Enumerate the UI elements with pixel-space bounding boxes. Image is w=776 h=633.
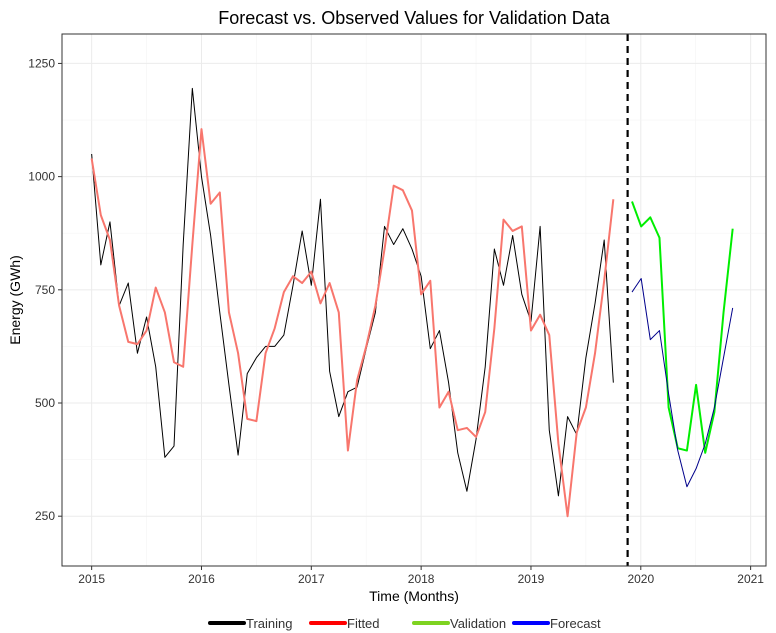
y-tick-label: 1000 (28, 170, 55, 184)
y-axis-label: Energy (GWh) (7, 255, 23, 344)
y-tick-label: 1250 (28, 56, 55, 70)
series-line-training (91, 87, 614, 497)
panel-border (61, 33, 767, 567)
grid (62, 34, 766, 566)
x-tick-label: 2015 (78, 572, 105, 586)
x-tick-label: 2017 (298, 572, 325, 586)
legend: Training Fitted Validation Forecast (208, 616, 601, 631)
series-line-fitted (90, 128, 615, 518)
legend-label-validation: Validation (450, 616, 506, 631)
series-line-validation (631, 201, 734, 454)
y-tick-label: 250 (35, 509, 55, 523)
axis-ticks: 2015 2016 2017 2018 2019 2020 2021 250 500 750 100… (28, 56, 764, 586)
x-tick-label: 2020 (627, 572, 654, 586)
y-tick-label: 500 (35, 396, 55, 410)
legend-label-fitted: Fitted (347, 616, 380, 631)
legend-label-training: Training (246, 616, 292, 631)
x-tick-label: 2018 (408, 572, 435, 586)
series-lines (90, 87, 734, 518)
x-tick-label: 2021 (737, 572, 764, 586)
x-axis-label: Time (Months) (369, 588, 459, 604)
series-line-forecast (631, 277, 734, 488)
legend-label-forecast: Forecast (550, 616, 601, 631)
x-tick-label: 2019 (518, 572, 545, 586)
x-tick-label: 2016 (188, 572, 215, 586)
y-tick-label: 750 (35, 283, 55, 297)
chart-title: Forecast vs. Observed Values for Validat… (218, 8, 611, 28)
